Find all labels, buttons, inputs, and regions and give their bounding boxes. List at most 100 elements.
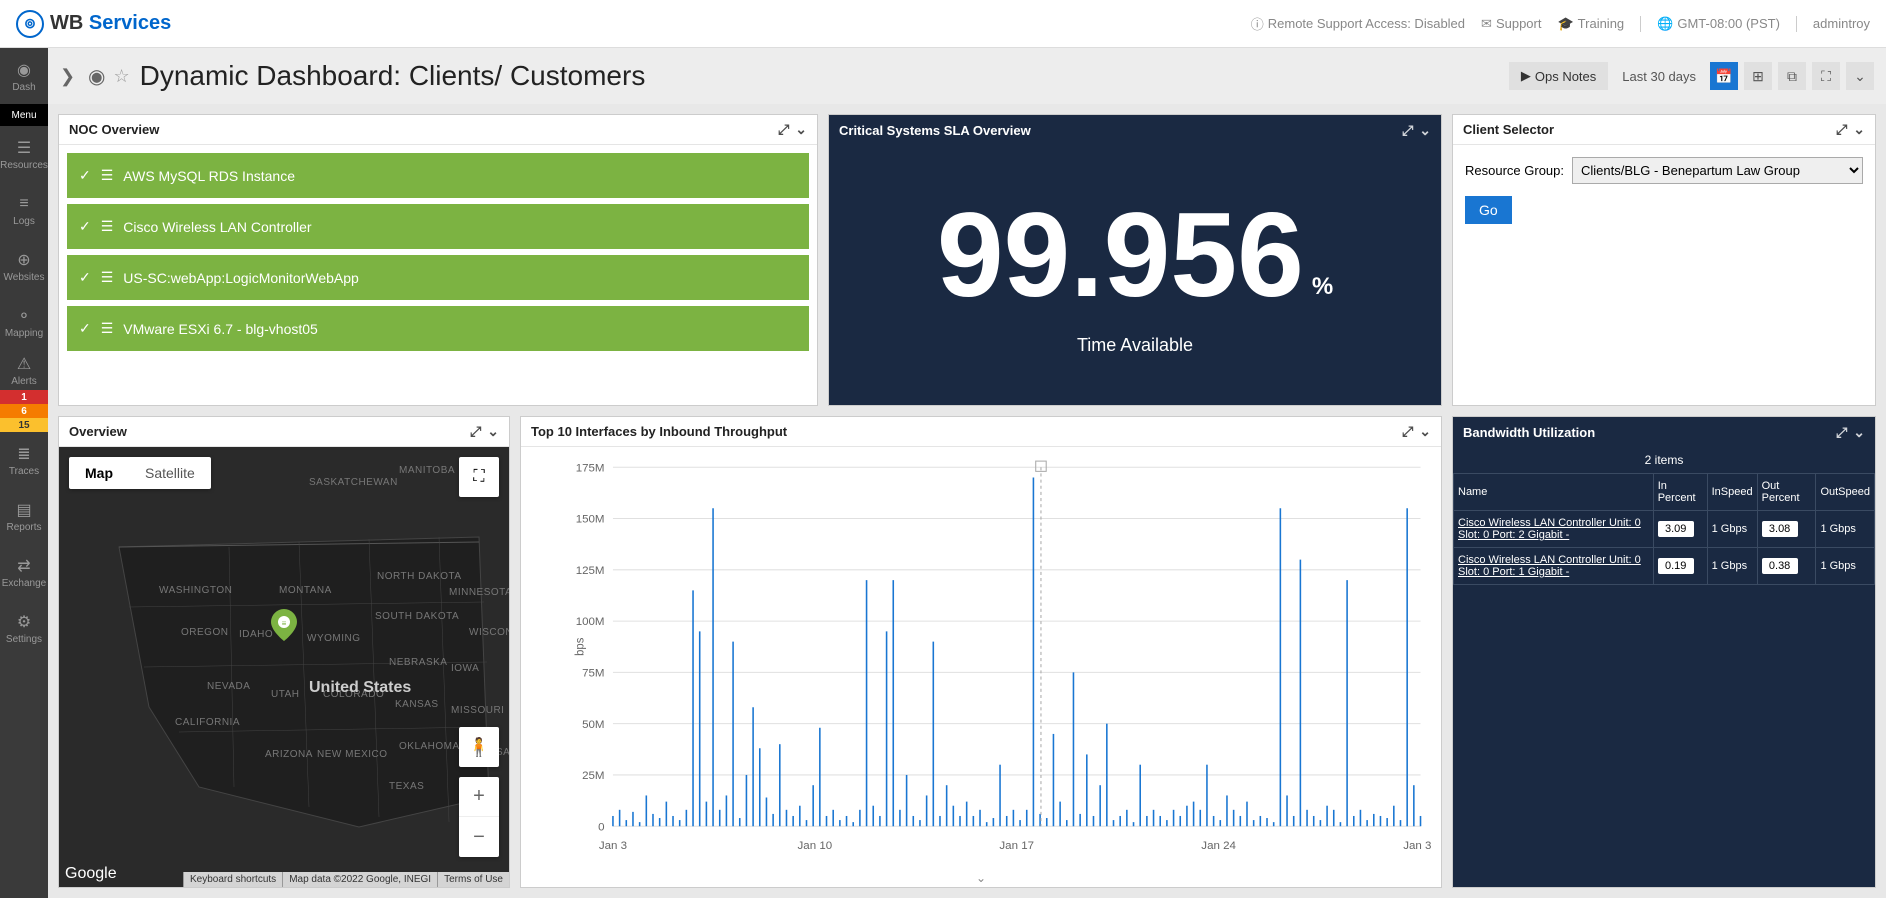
bw-column-header[interactable]: OutSpeed <box>1816 474 1875 511</box>
svg-text:Jan 10: Jan 10 <box>798 840 833 852</box>
noc-item[interactable]: ✓☰US-SC:webApp:LogicMonitorWebApp <box>67 255 809 300</box>
noc-item[interactable]: ✓☰VMware ESXi 6.7 - blg-vhost05 <box>67 306 809 351</box>
bw-column-header[interactable]: InSpeed <box>1707 474 1757 511</box>
check-icon: ✓ <box>79 320 91 337</box>
chevron-down-icon[interactable]: ⌄ <box>1853 424 1865 441</box>
map-state-label: IOWA <box>451 663 479 674</box>
sidebar-item-logs[interactable]: ≡ Logs <box>0 182 48 238</box>
sidebar-item-settings[interactable]: ⚙ Settings <box>0 600 48 656</box>
chevron-down-icon[interactable]: ⌄ <box>487 423 499 440</box>
sidebar-item-traces[interactable]: ≣ Traces <box>0 432 48 488</box>
chevron-down-icon[interactable]: ⌄ <box>1419 122 1431 139</box>
bw-table: NameIn PercentInSpeedOut PercentOutSpeed… <box>1453 473 1875 585</box>
bw-interface-link[interactable]: Cisco Wireless LAN Controller Unit: 0 Sl… <box>1458 554 1641 578</box>
map-fullscreen-button[interactable]: ⛶ <box>459 457 499 497</box>
expand-icon[interactable]: ⤢ <box>1836 121 1847 138</box>
sidebar-label: Reports <box>6 522 41 533</box>
fullscreen-button[interactable]: ⛶ <box>1812 62 1840 90</box>
dropdown-button[interactable]: ⌄ <box>1846 62 1874 90</box>
training-link[interactable]: 🎓 Training <box>1557 16 1624 32</box>
sidebar-item-websites[interactable]: ⊕ Websites <box>0 238 48 294</box>
exchange-icon: ⇄ <box>14 556 34 576</box>
copy-button[interactable]: ⧉ <box>1778 62 1806 90</box>
chart-collapse-icon[interactable]: ⌄ <box>976 871 986 885</box>
map-footer-link[interactable]: Terms of Use <box>437 872 509 887</box>
calendar-button[interactable]: 📅 <box>1710 62 1738 90</box>
remote-support-status[interactable]: ⓘ Remote Support Access: Disabled <box>1251 14 1465 33</box>
user-menu[interactable]: admintroy <box>1813 16 1870 31</box>
expand-icon[interactable]: ⤢ <box>778 121 789 138</box>
map-footer-link[interactable]: Keyboard shortcuts <box>183 872 282 887</box>
sidebar-item-resources[interactable]: ☰ Resources <box>0 126 48 182</box>
widget-client-selector: Client Selector ⤢ ⌄ Resource Group: Clie… <box>1452 114 1876 406</box>
go-button[interactable]: Go <box>1465 196 1512 224</box>
map-type-satellite[interactable]: Satellite <box>129 457 211 489</box>
widget-bandwidth: Bandwidth Utilization ⤢ ⌄ 2 items NameIn… <box>1452 416 1876 888</box>
noc-item[interactable]: ✓☰Cisco Wireless LAN Controller <box>67 204 809 249</box>
resource-group-select[interactable]: Clients/BLG - Benepartum Law Group <box>1572 157 1863 184</box>
map-body[interactable]: SASKATCHEWANMANITOBAWASHINGTONMONTANANOR… <box>59 447 509 887</box>
sidebar-item-alerts[interactable]: ⚠ Alerts <box>0 350 48 390</box>
expand-toggle[interactable]: ❯ <box>60 66 80 86</box>
map-state-label: NEVADA <box>207 681 250 692</box>
map-state-label: WISCONSIN <box>469 627 509 638</box>
sidebar-item-exchange[interactable]: ⇄ Exchange <box>0 544 48 600</box>
logo[interactable]: ⊚ WB Services <box>16 10 171 38</box>
bw-column-header[interactable]: Name <box>1454 474 1654 511</box>
ops-notes-button[interactable]: ▶ Ops Notes <box>1509 62 1608 90</box>
time-range-label[interactable]: Last 30 days <box>1614 69 1704 84</box>
map-footer-link[interactable]: Map data ©2022 Google, INEGI <box>282 872 437 887</box>
map-state-label: NORTH DAKOTA <box>377 571 462 582</box>
bw-column-header[interactable]: In Percent <box>1653 474 1707 511</box>
map-type-map[interactable]: Map <box>69 457 129 489</box>
widget-sla: Critical Systems SLA Overview ⤢ ⌄ 99.956… <box>828 114 1442 406</box>
alerts-icon: ⚠ <box>14 354 34 374</box>
alert-badges: 1 6 15 <box>0 390 48 432</box>
sidebar-item-menu[interactable]: Menu <box>0 104 48 126</box>
timezone-selector[interactable]: 🌐 GMT-08:00 (PST) <box>1657 16 1780 32</box>
favorite-star-icon[interactable]: ☆ <box>113 66 129 87</box>
sidebar-label: Logs <box>13 216 35 227</box>
map-marker-icon[interactable]: ≡ <box>271 609 297 641</box>
expand-icon[interactable]: ⤢ <box>1836 424 1847 441</box>
svg-text:175M: 175M <box>576 462 605 474</box>
chevron-down-icon[interactable]: ⌄ <box>795 121 807 138</box>
sla-value: 99.956 % <box>937 195 1333 315</box>
map-container[interactable]: SASKATCHEWANMANITOBAWASHINGTONMONTANANOR… <box>59 447 509 887</box>
map-state-label: NEBRASKA <box>389 657 447 668</box>
sidebar-label: Settings <box>6 634 42 645</box>
map-state-label: MISSOURI <box>451 705 504 716</box>
bw-out-speed-cell: 1 Gbps <box>1816 548 1875 585</box>
sidebar-item-mapping[interactable]: ⚬ Mapping <box>0 294 48 350</box>
bw-interface-link[interactable]: Cisco Wireless LAN Controller Unit: 0 Sl… <box>1458 517 1641 541</box>
alert-badge-critical[interactable]: 1 <box>0 390 48 404</box>
mapping-icon: ⚬ <box>14 306 34 326</box>
map-pegman[interactable]: 🧍 <box>459 727 499 767</box>
check-icon: ✓ <box>79 218 91 235</box>
sidebar-item-reports[interactable]: ▤ Reports <box>0 488 48 544</box>
grid-button[interactable]: ⊞ <box>1744 62 1772 90</box>
chevron-down-icon[interactable]: ⌄ <box>1419 423 1431 440</box>
support-link[interactable]: ✉ Support <box>1481 16 1541 32</box>
expand-icon[interactable]: ⤢ <box>1402 423 1413 440</box>
noc-item[interactable]: ✓☰AWS MySQL RDS Instance <box>67 153 809 198</box>
svg-text:75M: 75M <box>582 668 604 680</box>
sidebar-label: Resources <box>0 160 48 171</box>
chevron-down-icon[interactable]: ⌄ <box>1853 121 1865 138</box>
settings-icon: ⚙ <box>14 612 34 632</box>
svg-text:50M: 50M <box>582 719 604 731</box>
sidebar-label: Menu <box>11 110 36 121</box>
sidebar-label: Alerts <box>11 376 37 387</box>
bw-in-speed-cell: 1 Gbps <box>1707 548 1757 585</box>
map-zoom-out[interactable]: − <box>459 817 499 857</box>
map-zoom-in[interactable]: + <box>459 777 499 817</box>
expand-icon[interactable]: ⤢ <box>1402 122 1413 139</box>
bw-name-cell: Cisco Wireless LAN Controller Unit: 0 Sl… <box>1454 511 1654 548</box>
sidebar-item-dash[interactable]: ◉ Dash <box>0 48 48 104</box>
alert-badge-error[interactable]: 6 <box>0 404 48 418</box>
bw-column-header[interactable]: Out Percent <box>1757 474 1816 511</box>
widget-title: Overview <box>69 424 127 439</box>
map-state-label: MANITOBA <box>399 465 455 476</box>
expand-icon[interactable]: ⤢ <box>470 423 481 440</box>
alert-badge-warning[interactable]: 15 <box>0 418 48 432</box>
